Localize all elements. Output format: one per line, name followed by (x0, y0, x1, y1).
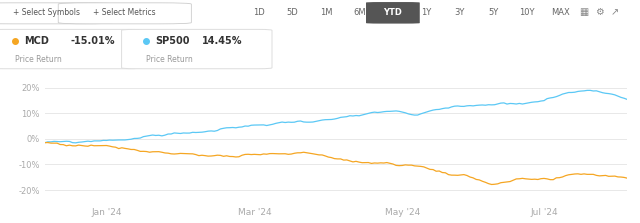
FancyBboxPatch shape (58, 3, 191, 24)
FancyBboxPatch shape (122, 29, 272, 69)
FancyBboxPatch shape (366, 2, 420, 24)
FancyBboxPatch shape (0, 3, 113, 24)
Text: Price Return: Price Return (15, 55, 61, 64)
Text: -15.01%: -15.01% (70, 36, 115, 46)
Text: 5D: 5D (287, 8, 298, 17)
Text: ↗: ↗ (611, 7, 618, 17)
Text: 1D: 1D (253, 8, 265, 17)
Text: 14.45%: 14.45% (202, 36, 242, 46)
Text: 1Y: 1Y (421, 8, 431, 17)
Text: YTD: YTD (383, 8, 403, 17)
Text: 10Y: 10Y (519, 8, 534, 17)
Text: + Select Symbols: + Select Symbols (13, 8, 79, 17)
FancyBboxPatch shape (0, 29, 141, 69)
Text: + Select Metrics: + Select Metrics (93, 8, 156, 17)
Text: ▦: ▦ (579, 7, 588, 17)
Text: ⚙: ⚙ (595, 7, 604, 17)
Text: Price Return: Price Return (146, 55, 193, 64)
Text: 6M: 6M (353, 8, 366, 17)
Text: MAX: MAX (550, 8, 570, 17)
Text: 3Y: 3Y (454, 8, 465, 17)
Text: 1M: 1M (320, 8, 332, 17)
Text: 5Y: 5Y (488, 8, 499, 17)
Text: MCD: MCD (24, 36, 49, 46)
Text: SP500: SP500 (156, 36, 190, 46)
